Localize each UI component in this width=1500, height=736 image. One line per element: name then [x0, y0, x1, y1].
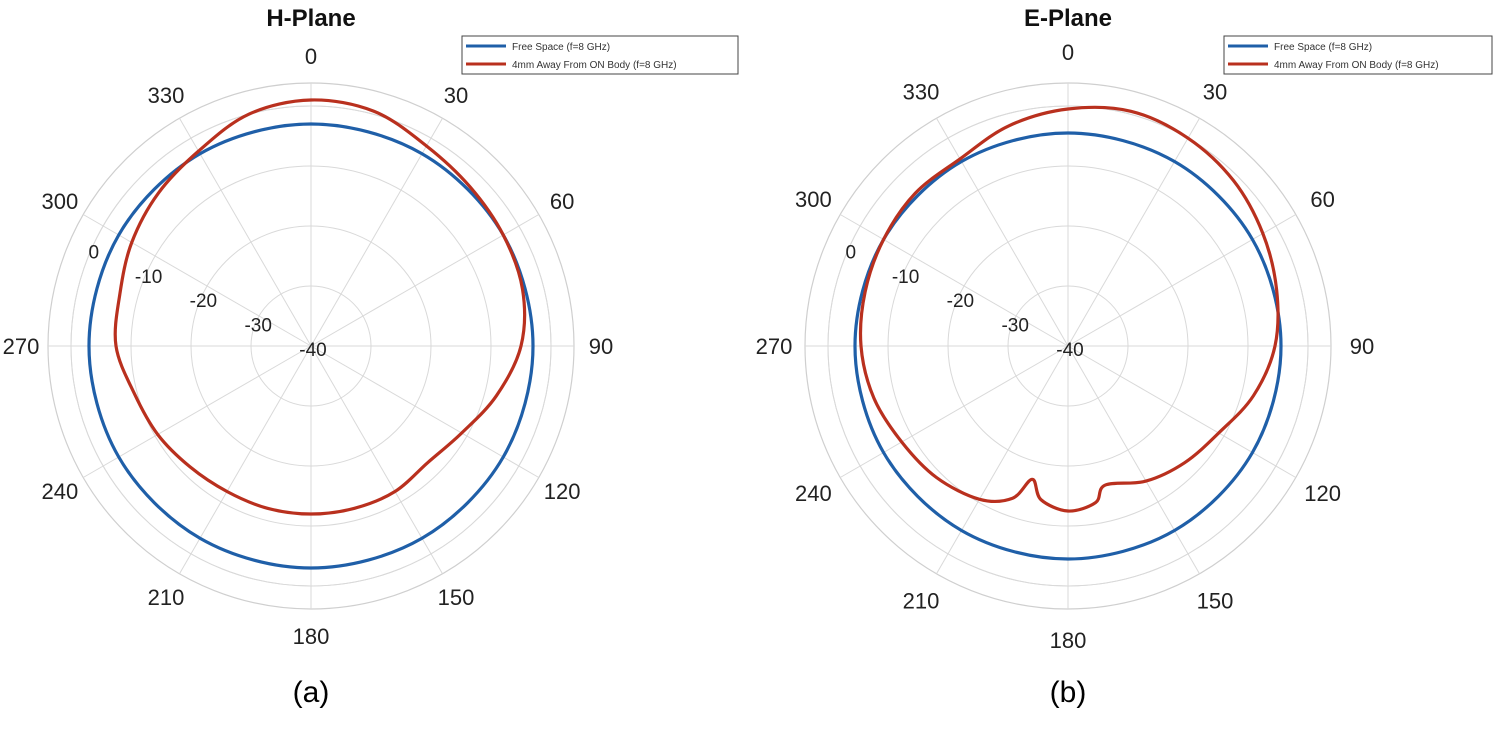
grid-spoke [840, 215, 1068, 347]
radial-tick-labels: -40 -30 -20 -10 0 [845, 242, 1083, 361]
radial-tick-label: -10 [892, 267, 919, 288]
legend-entry: Free Space (f=8 GHz) [1274, 42, 1372, 53]
angle-tick-label: 210 [903, 589, 940, 614]
angle-tick-label: 150 [438, 585, 475, 610]
legend-entry: Free Space (f=8 GHz) [512, 42, 610, 53]
angle-tick-label: 90 [1350, 334, 1374, 359]
legend: Free Space (f=8 GHz) 4mm Away From ON Bod… [462, 36, 738, 74]
radial-tick-label: -40 [1056, 340, 1083, 361]
legend: Free Space (f=8 GHz) 4mm Away From ON Bod… [1224, 36, 1492, 74]
angle-tick-label: 270 [756, 334, 793, 359]
angle-tick-label: 120 [544, 479, 581, 504]
series-line-on-body [115, 100, 524, 514]
radial-tick-label: -20 [190, 291, 217, 312]
angle-tick-label: 210 [148, 585, 185, 610]
angle-tick-label: 60 [1310, 187, 1334, 212]
angle-tick-label: 240 [795, 481, 832, 506]
radial-tick-label: -30 [1001, 316, 1028, 337]
angle-tick-label: 90 [589, 334, 613, 359]
radial-tick-label: -20 [947, 291, 974, 312]
angle-tick-label: 120 [1304, 481, 1341, 506]
legend-entry: 4mm Away From ON Body (f=8 GHz) [512, 60, 677, 71]
legend-entry: 4mm Away From ON Body (f=8 GHz) [1274, 60, 1439, 71]
angle-tick-label: 30 [444, 83, 468, 108]
angle-tick-label: 150 [1197, 589, 1234, 614]
angle-tick-label: 300 [41, 189, 78, 214]
angle-tick-label: 330 [148, 83, 185, 108]
h-plane-chart: 0 30 60 90 120 150 180 210 240 270 300 330 -40 -30 -20… [3, 5, 738, 709]
angle-tick-label: 180 [1050, 628, 1087, 653]
chart-title: E-Plane [1024, 5, 1112, 32]
grid-spoke [840, 346, 1068, 478]
series-line-on-body [861, 107, 1279, 511]
grid-spoke [937, 346, 1069, 574]
panel-label: (a) [293, 676, 330, 709]
angle-tick-label: 0 [1062, 40, 1074, 65]
radial-tick-label: 0 [845, 242, 856, 263]
radial-tick-labels: -40 -30 -20 -10 0 [88, 242, 326, 361]
radial-tick-label: -10 [135, 267, 162, 288]
radial-tick-label: -40 [299, 340, 326, 361]
e-plane-chart: 0 30 60 90 120 150 180 210 240 270 300 330 -40 -30 -20… [756, 5, 1492, 709]
panel-label: (b) [1050, 676, 1087, 709]
angle-tick-label: 300 [795, 187, 832, 212]
radial-tick-label: 0 [88, 242, 99, 263]
angle-tick-label: 30 [1203, 79, 1227, 104]
angle-tick-label: 180 [293, 624, 330, 649]
grid-spoke [1068, 346, 1200, 574]
grid-spoke [1068, 118, 1200, 346]
angle-tick-label: 330 [903, 79, 940, 104]
angle-tick-label: 60 [550, 189, 574, 214]
grid-spoke [1068, 346, 1296, 478]
angle-tick-label: 240 [41, 479, 78, 504]
chart-title: H-Plane [266, 5, 355, 32]
angle-tick-label: 270 [3, 334, 40, 359]
angle-tick-label: 0 [305, 44, 317, 69]
radial-tick-label: -30 [244, 316, 271, 337]
